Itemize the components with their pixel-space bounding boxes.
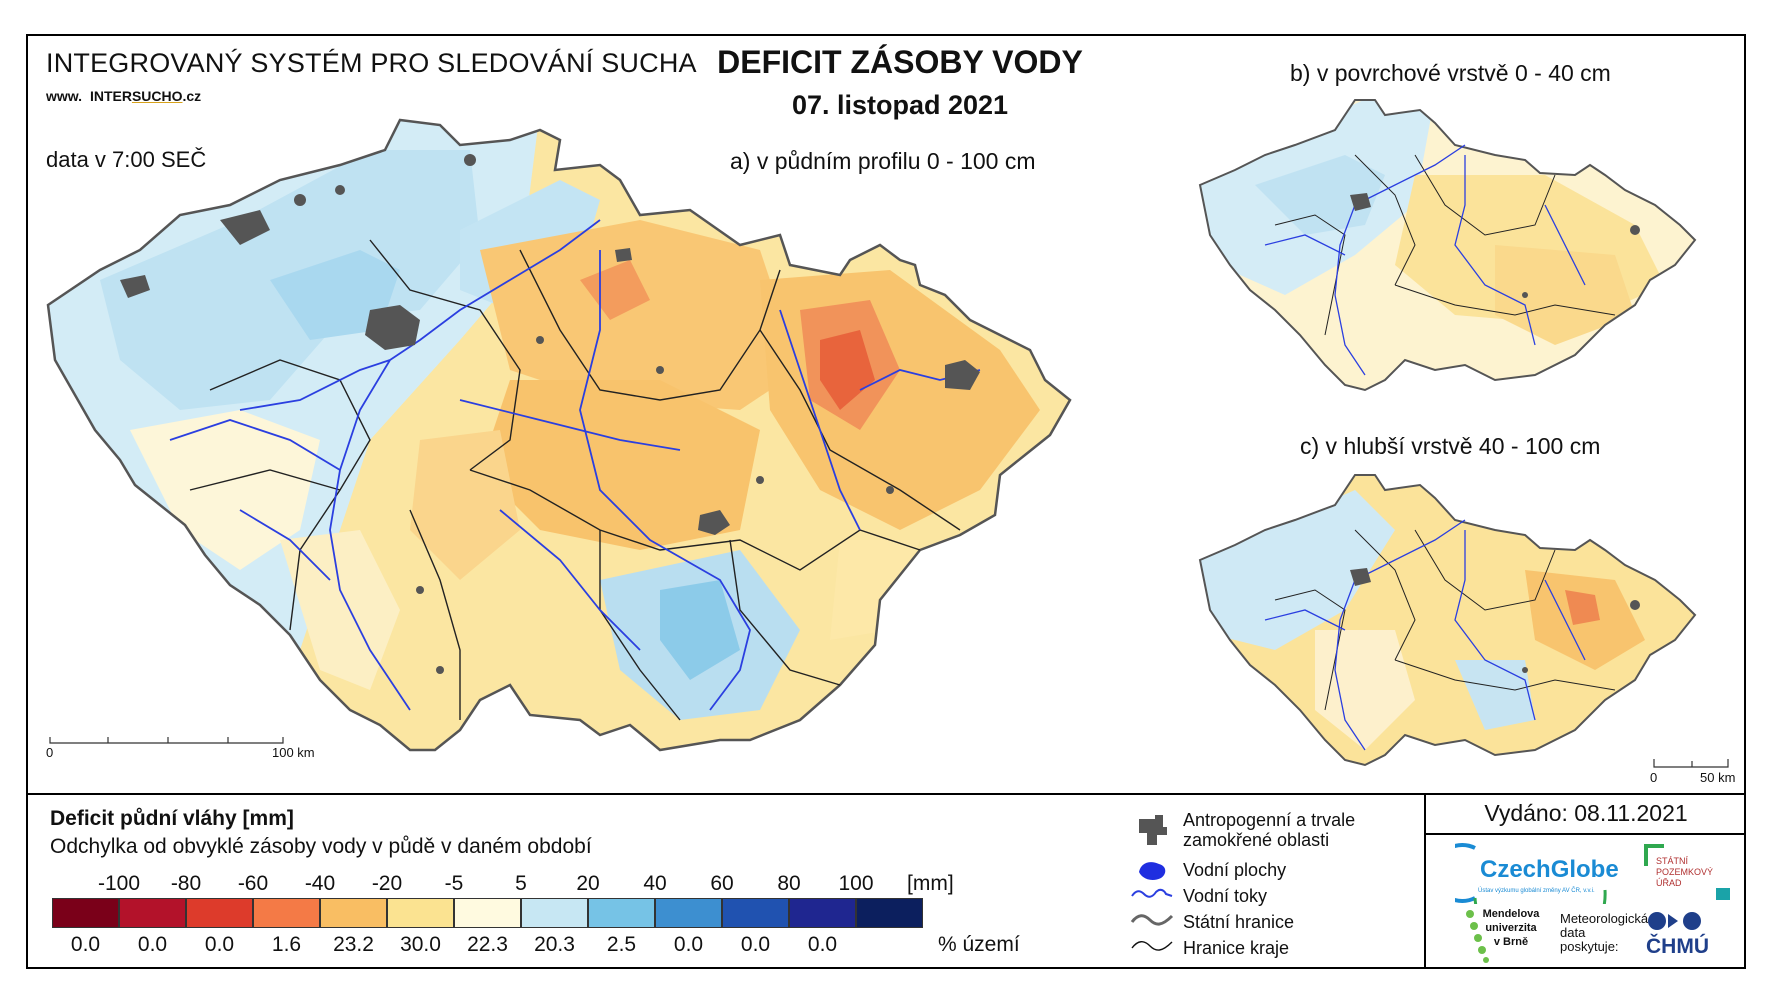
legend-pct-unit: % území <box>938 933 1020 956</box>
legend-pct-value: 0.0 <box>137 933 168 956</box>
legend-pct-value: 0.0 <box>740 933 771 956</box>
czechglobe-logo <box>1455 843 1607 904</box>
map-a-label: a) v půdním profilu 0 - 100 cm <box>730 148 1036 174</box>
legend-swatch <box>789 898 856 928</box>
map-frame <box>26 34 1746 969</box>
legend-pct-value: 0.0 <box>807 933 838 956</box>
map-c-label: c) v hlubší vrstvě 40 - 100 cm <box>1300 433 1601 459</box>
issued-date: Vydáno: 08.11.2021 <box>1484 800 1688 826</box>
map-c <box>1198 474 1697 767</box>
met-data-text: Meteorologická data poskytuje: <box>1560 911 1649 954</box>
rivers-label: Vodní toky <box>1183 886 1268 906</box>
legend-swatch <box>588 898 655 928</box>
website-link[interactable]: www. INTERSUCHO.cz <box>46 88 202 104</box>
chmu-logo-mark <box>1648 912 1701 930</box>
mendel-logo <box>1466 910 1489 963</box>
legend-swatch <box>186 898 253 928</box>
scale-c-start: 0 <box>1650 770 1658 785</box>
scale-bar-c <box>1653 759 1729 768</box>
legend-break-label: 20 <box>576 872 600 895</box>
state-border-label: Státní hranice <box>1183 912 1295 932</box>
legend-pct-value: 2.5 <box>606 933 637 956</box>
legend-swatch <box>253 898 320 928</box>
legend-break-label: -100 <box>97 872 141 895</box>
legend-swatch <box>387 898 454 928</box>
legend-swatch <box>856 898 923 928</box>
legend-pct-value: 1.6 <box>271 933 302 956</box>
scale-a-end: 100 km <box>272 745 315 760</box>
main-title: DEFICIT ZÁSOBY VODY <box>717 44 1083 80</box>
legend-pct-value: 0.0 <box>70 933 101 956</box>
water-bodies-label: Vodní plochy <box>1183 860 1287 880</box>
czechglobe-name: CzechGlobe <box>1480 856 1619 883</box>
legend-break-label: 40 <box>643 872 667 895</box>
legend-break-label: 80 <box>777 872 801 895</box>
legend-pct-value: 0.0 <box>673 933 704 956</box>
region-border-label: Hranice kraje <box>1183 938 1290 958</box>
anthropogenic-icon <box>1139 815 1167 845</box>
legend-pct-value: 0.0 <box>204 933 235 956</box>
legend-break-label: -20 <box>371 872 403 895</box>
map-a <box>46 118 1072 752</box>
legend-break-label: -60 <box>237 872 269 895</box>
legend-swatch <box>52 898 119 928</box>
legend-break-label: -80 <box>170 872 202 895</box>
spu-text: STÁTNÍ POZEMKOVÝ ÚŘAD <box>1656 856 1714 888</box>
legend-subtitle: Odchylka od obvyklé zásoby vody v půdě v… <box>50 835 592 858</box>
river-icon <box>1131 888 1173 898</box>
legend-break-label: 100 <box>838 872 874 895</box>
legend-break-label: 60 <box>710 872 734 895</box>
region-border-icon <box>1131 941 1173 951</box>
anthropogenic-label: Antropogenní a trvale zamokřené oblasti <box>1183 810 1356 850</box>
issued-separator-horizontal <box>1424 833 1746 835</box>
scale-a-start: 0 <box>46 745 54 760</box>
legend-separator <box>26 793 1746 795</box>
issued-separator-vertical <box>1424 793 1426 969</box>
legend-pct-value: 23.2 <box>333 933 374 956</box>
legend-break-label: 5 <box>515 872 527 895</box>
legend-swatch <box>454 898 521 928</box>
map-date: 07. listopad 2021 <box>791 90 1009 120</box>
map-b <box>1198 99 1697 392</box>
legend-swatch <box>521 898 588 928</box>
legend-unit: [mm] <box>907 872 954 895</box>
legend-title: Deficit půdní vláhy [mm] <box>50 807 294 830</box>
legend-pct-value: 30.0 <box>400 933 441 956</box>
map-b-label: b) v povrchové vrstvě 0 - 40 cm <box>1290 60 1611 86</box>
legend-swatch <box>722 898 789 928</box>
legend-swatch <box>320 898 387 928</box>
mendel-text: Mendelova univerzita v Brně <box>1482 908 1540 948</box>
czechglobe-subtitle: Ústav výzkumu globální změny AV ČR, v.v.… <box>1478 888 1595 894</box>
legend-swatch <box>119 898 186 928</box>
legend-swatch <box>655 898 722 928</box>
legend-pct-value: 22.3 <box>467 933 508 956</box>
state-border-icon <box>1130 914 1174 926</box>
legend-break-label: -40 <box>304 872 336 895</box>
scale-bar-a <box>49 737 284 744</box>
scale-c-end: 50 km <box>1700 770 1736 785</box>
legend-break-label: -5 <box>444 872 464 895</box>
spu-logo <box>1644 844 1730 900</box>
system-title: INTEGROVANÝ SYSTÉM PRO SLEDOVÁNÍ SUCHA <box>46 48 697 78</box>
legend-pct-value: 20.3 <box>534 933 575 956</box>
chmu-text: ČHMÚ <box>1646 935 1709 958</box>
data-time: data v 7:00 SEČ <box>46 147 207 172</box>
water-body-icon <box>1139 862 1166 880</box>
